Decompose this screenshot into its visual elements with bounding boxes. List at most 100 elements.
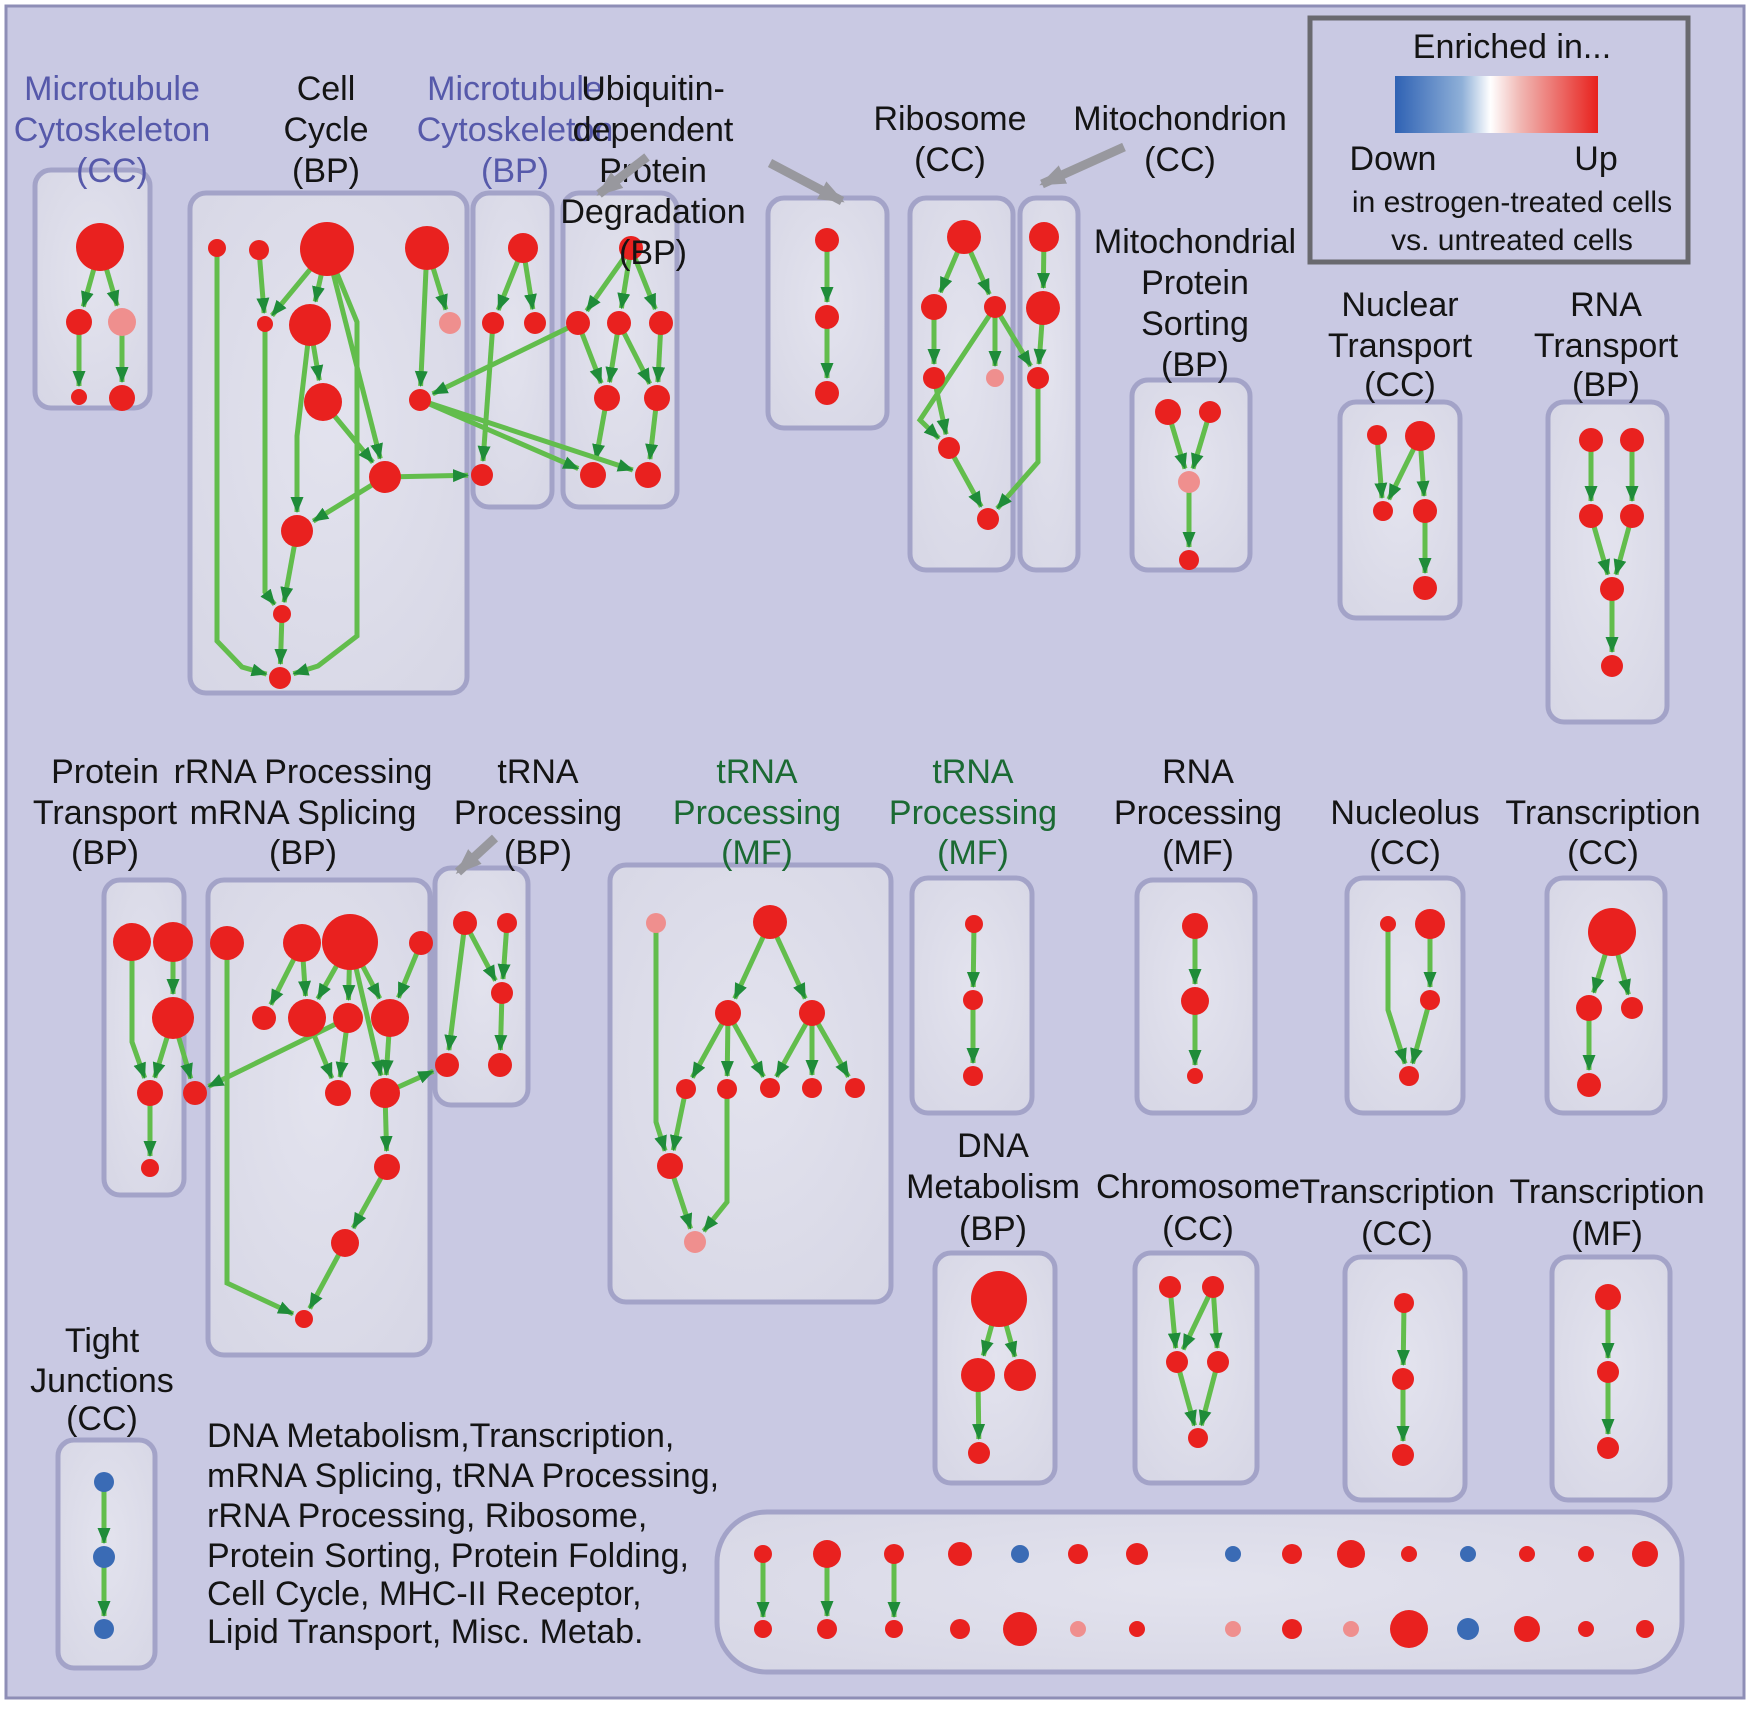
node-red [281, 515, 313, 547]
node-red [963, 1066, 983, 1086]
node-red [1367, 425, 1387, 445]
group-label-tx_cc_bot: (CC) [1361, 1215, 1433, 1253]
group-box-cc [187, 190, 470, 696]
node-red [109, 385, 135, 411]
node-red [923, 367, 945, 389]
node-red [815, 228, 839, 252]
group-label-tx_mf: Transcription [1509, 1173, 1704, 1211]
edge [584, 246, 634, 313]
group-label-trna_mf_lg: tRNA [716, 753, 798, 791]
group-label-ub: (BP) [619, 234, 687, 272]
node-red [1632, 1541, 1658, 1567]
node-red [409, 389, 431, 411]
legend-down-label: Down [1350, 140, 1437, 178]
node-red [1126, 1543, 1148, 1565]
label-pointer-arrow-icon [767, 159, 845, 205]
edge [1396, 1302, 1410, 1366]
node-red [1576, 995, 1602, 1021]
group-label-cc: Cell [297, 70, 356, 108]
node-red [938, 437, 960, 459]
node-red [435, 1053, 459, 1077]
node-red [1199, 401, 1221, 423]
node-red [471, 464, 493, 486]
group-label-ub: Degradation [560, 193, 745, 231]
group-label-pt: Transport [33, 794, 178, 832]
edge [966, 923, 980, 988]
group-label-pt: Protein [51, 753, 159, 791]
node-red [1413, 576, 1437, 600]
group-label-mt_cc: (CC) [76, 152, 148, 190]
group-label-rna_mf: (MF) [1162, 834, 1234, 872]
node-red [753, 905, 787, 939]
node-red [1601, 655, 1623, 677]
group-label-mt_bp: Microtubule [427, 70, 603, 108]
node-red [1181, 987, 1209, 1015]
node-red [289, 304, 331, 346]
node-blue [93, 1546, 115, 1568]
node-blue [1460, 1546, 1476, 1562]
node-red [1282, 1544, 1302, 1564]
node-red [802, 1078, 822, 1098]
node-red [1579, 428, 1603, 452]
node-red [971, 1271, 1027, 1327]
node-red [754, 1620, 772, 1638]
group-label-rrna: (BP) [269, 834, 337, 872]
group-label-trna_mf_sm: (MF) [937, 834, 1009, 872]
node-red [1380, 916, 1396, 932]
group-label-mt_bp: Cytoskeleton [417, 111, 614, 149]
node-red [300, 222, 354, 276]
group-label-tx_cc_mid: (CC) [1567, 834, 1639, 872]
group-label-nucleolus: (CC) [1369, 834, 1441, 872]
node-red [183, 1081, 207, 1105]
group-label-dna_bp: Metabolism [906, 1168, 1080, 1206]
group-label-trna_mf_lg: Processing [673, 794, 841, 832]
node-red [1068, 1544, 1088, 1564]
node-blue [1011, 1545, 1029, 1563]
legend-up-label: Up [1574, 140, 1617, 178]
node-red [1413, 499, 1437, 523]
node-red [1620, 504, 1644, 528]
group-label-tx_cc_bot: Transcription [1299, 1173, 1494, 1211]
node-red [524, 312, 546, 334]
node-red [1636, 1620, 1654, 1638]
node-red [799, 1000, 825, 1026]
node-red [1390, 1610, 1428, 1648]
edge [701, 1089, 730, 1233]
misc-categories-text: Lipid Transport, Misc. Metab. [207, 1613, 644, 1651]
node-red [657, 1153, 683, 1179]
nodes-layer [66, 220, 1658, 1648]
node-red [1405, 421, 1435, 451]
node-red [968, 1442, 990, 1464]
node-red [66, 309, 92, 335]
legend-gradient-bar [1395, 76, 1598, 133]
group-label-mito: Mitochondrion [1073, 100, 1287, 138]
group-label-rib: Ribosome [873, 100, 1026, 138]
group-label-trna_mf_lg: (MF) [721, 834, 793, 872]
node-red [1179, 550, 1199, 570]
node-red [947, 220, 981, 254]
node-red [1597, 1361, 1619, 1383]
edge [256, 249, 270, 314]
cross-edge [419, 397, 634, 473]
node-red [508, 233, 538, 263]
group-label-ub: Ubiquitin- [581, 70, 725, 108]
node-red [137, 1080, 163, 1106]
group-label-rib: (CC) [914, 141, 986, 179]
node-red [1159, 1276, 1181, 1298]
node-red [249, 240, 269, 260]
node-red [948, 1542, 972, 1566]
node-pink [646, 913, 666, 933]
group-label-dna_bp: DNA [957, 1127, 1029, 1165]
node-red [71, 389, 87, 405]
node-red [333, 1003, 363, 1033]
misc-categories-text: mRNA Splicing, tRNA Processing, [207, 1457, 719, 1495]
node-red [1621, 997, 1643, 1019]
group-label-rna_tr: RNA [1570, 286, 1642, 324]
node-red [283, 924, 321, 962]
group-label-rrna: rRNA Processing [174, 753, 433, 791]
labels-layer: MicrotubuleCytoskeleton(CC)CellCycle(BP)… [14, 70, 1705, 1438]
node-red [815, 381, 839, 405]
node-red [1579, 504, 1603, 528]
group-box-mt_cc [32, 167, 153, 411]
group-label-rna_tr: Transport [1534, 327, 1679, 365]
